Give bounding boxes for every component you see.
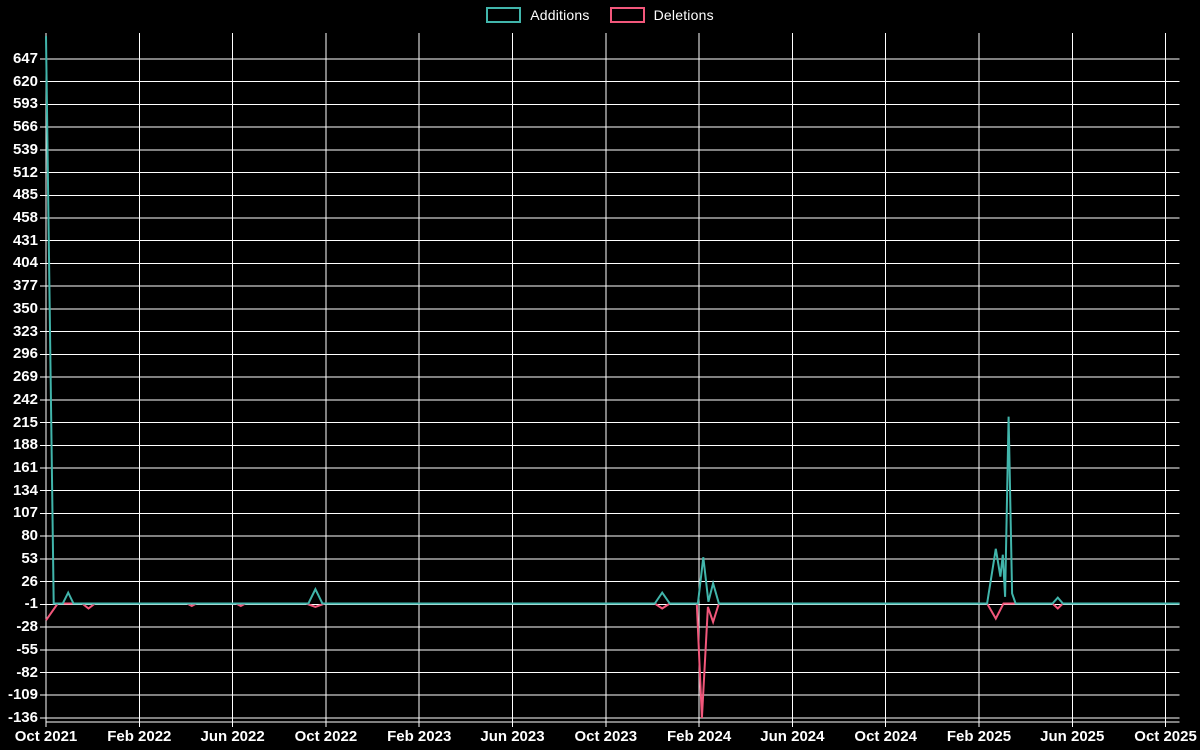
y-tick-label: -1 [24, 595, 38, 613]
y-tick-label: 134 [12, 481, 38, 499]
x-tick-label: Oct 2024 [854, 728, 917, 745]
y-tick-label: 350 [12, 299, 38, 317]
x-tick-label: Oct 2021 [14, 728, 78, 745]
y-tick-label: 215 [12, 413, 38, 431]
x-tick-label: Feb 2024 [666, 728, 732, 745]
y-tick-label: 458 [12, 209, 38, 227]
x-tick-label: Jun 2022 [200, 728, 265, 745]
deletions-legend-swatch [609, 7, 645, 23]
y-tick-label: 404 [12, 254, 38, 272]
y-tick-label: 107 [12, 504, 38, 522]
y-tick-label: 539 [12, 140, 38, 158]
deletions-line[interactable] [45, 602, 1180, 719]
y-tick-label: 53 [21, 549, 38, 567]
y-tick-label: 269 [12, 368, 38, 386]
x-tick-label: Feb 2023 [387, 728, 452, 745]
x-tick-label: Feb 2022 [107, 728, 172, 745]
y-tick-label: 647 [12, 49, 38, 67]
additions-legend-swatch [486, 7, 522, 23]
y-tick-label: 323 [12, 322, 38, 340]
y-tick-label: 566 [12, 118, 38, 136]
x-tick-label: Oct 2022 [294, 728, 358, 745]
x-tick-label: Jun 2023 [480, 728, 545, 745]
y-tick-label: -28 [16, 618, 38, 636]
y-tick-label: 620 [12, 72, 38, 90]
y-tick-label: 188 [12, 436, 38, 454]
deletions-legend-label: Deletions [653, 7, 714, 23]
y-tick-label: 512 [12, 163, 38, 181]
x-tick-label: Jun 2025 [1040, 728, 1105, 745]
x-tick-label: Oct 2023 [574, 728, 638, 745]
y-tick-label: -109 [7, 686, 38, 704]
y-tick-label: -82 [16, 663, 38, 681]
y-tick-label: 242 [12, 390, 38, 408]
chart-legend: Additions Deletions [0, 7, 1200, 23]
y-tick-label: -136 [7, 708, 38, 726]
legend-item-deletions[interactable]: Deletions [609, 7, 714, 23]
y-tick-label: 377 [12, 277, 38, 295]
y-tick-label: 26 [21, 572, 38, 590]
y-tick-label: 296 [12, 345, 38, 363]
y-tick-label: 80 [21, 527, 38, 545]
y-tick-label: 431 [12, 231, 38, 249]
y-tick-label: -55 [16, 640, 38, 658]
legend-item-additions[interactable]: Additions [486, 7, 589, 23]
y-tick-label: 593 [12, 95, 38, 113]
y-tick-label: 161 [12, 458, 38, 476]
additions-line[interactable] [45, 36, 1180, 605]
x-tick-label: Feb 2025 [946, 728, 1012, 745]
x-tick-label: Jun 2024 [760, 728, 825, 745]
additions-legend-label: Additions [530, 7, 590, 23]
y-tick-label: 485 [12, 186, 38, 204]
x-tick-label: Oct 2025 [1134, 728, 1197, 745]
